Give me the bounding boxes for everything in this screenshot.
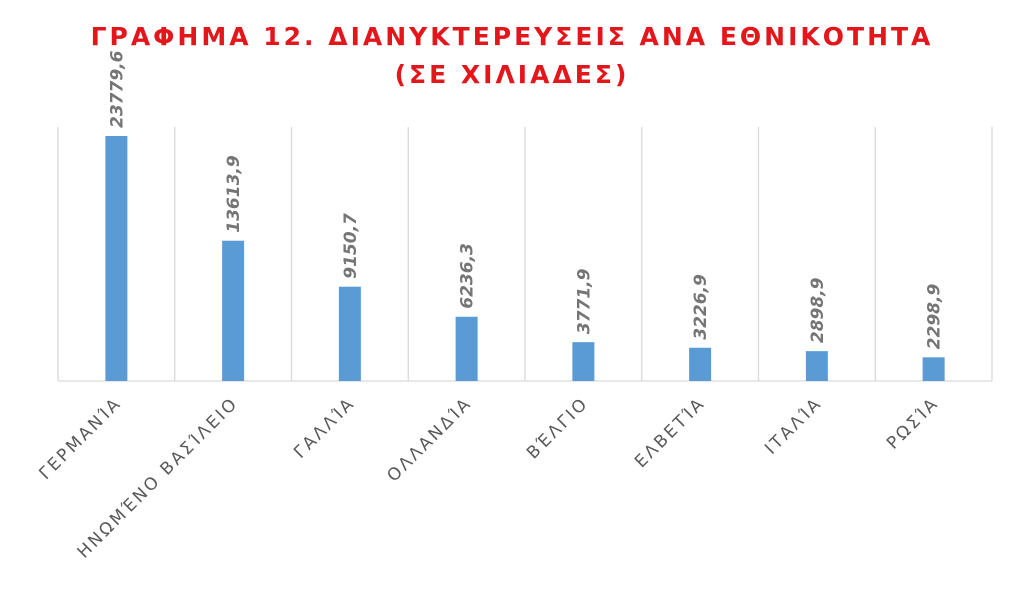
bar xyxy=(105,136,128,381)
x-tick-label: ΕΛΒΕΤΊΑ xyxy=(631,393,710,472)
data-label: 3771,9 xyxy=(574,268,594,334)
data-label: 23779,6 xyxy=(107,50,127,128)
data-label: 3226,9 xyxy=(691,274,711,340)
bar xyxy=(338,286,361,381)
data-label: 2898,9 xyxy=(808,277,828,343)
x-tick-label: ΓΑΛΛΊΑ xyxy=(290,393,359,462)
x-tick-label: ΟΛΛΑΝΔΊΑ xyxy=(383,393,476,486)
data-label: 13613,9 xyxy=(224,155,244,233)
chart-title: ΓΡΑΦΗΜΑ 12. ΔΙΑΝΥΚΤΕΡΕΥΣΕΙΣ ΑΝΑ ΕΘΝΙΚΟΤΗ… xyxy=(90,22,934,51)
x-tick-label: ΡΩΣΊΑ xyxy=(883,393,943,453)
bar xyxy=(805,351,828,381)
bar xyxy=(689,347,712,381)
x-tick-label: ΓΕΡΜΑΝΊΑ xyxy=(35,393,126,484)
x-tick-label: ΒΈΛΓΙΟ xyxy=(523,393,593,463)
bar xyxy=(455,316,478,381)
bar xyxy=(572,342,595,381)
chart-subtitle: (ΣΕ ΧΙΛΙΑΔΕΣ) xyxy=(394,60,630,89)
bar xyxy=(222,240,245,381)
data-label: 9150,7 xyxy=(341,213,361,279)
x-tick-label: ΙΤΑΛΊΑ xyxy=(761,393,826,458)
bar xyxy=(922,357,945,381)
data-label: 6236,3 xyxy=(458,243,478,309)
data-label: 2298,9 xyxy=(925,284,945,350)
